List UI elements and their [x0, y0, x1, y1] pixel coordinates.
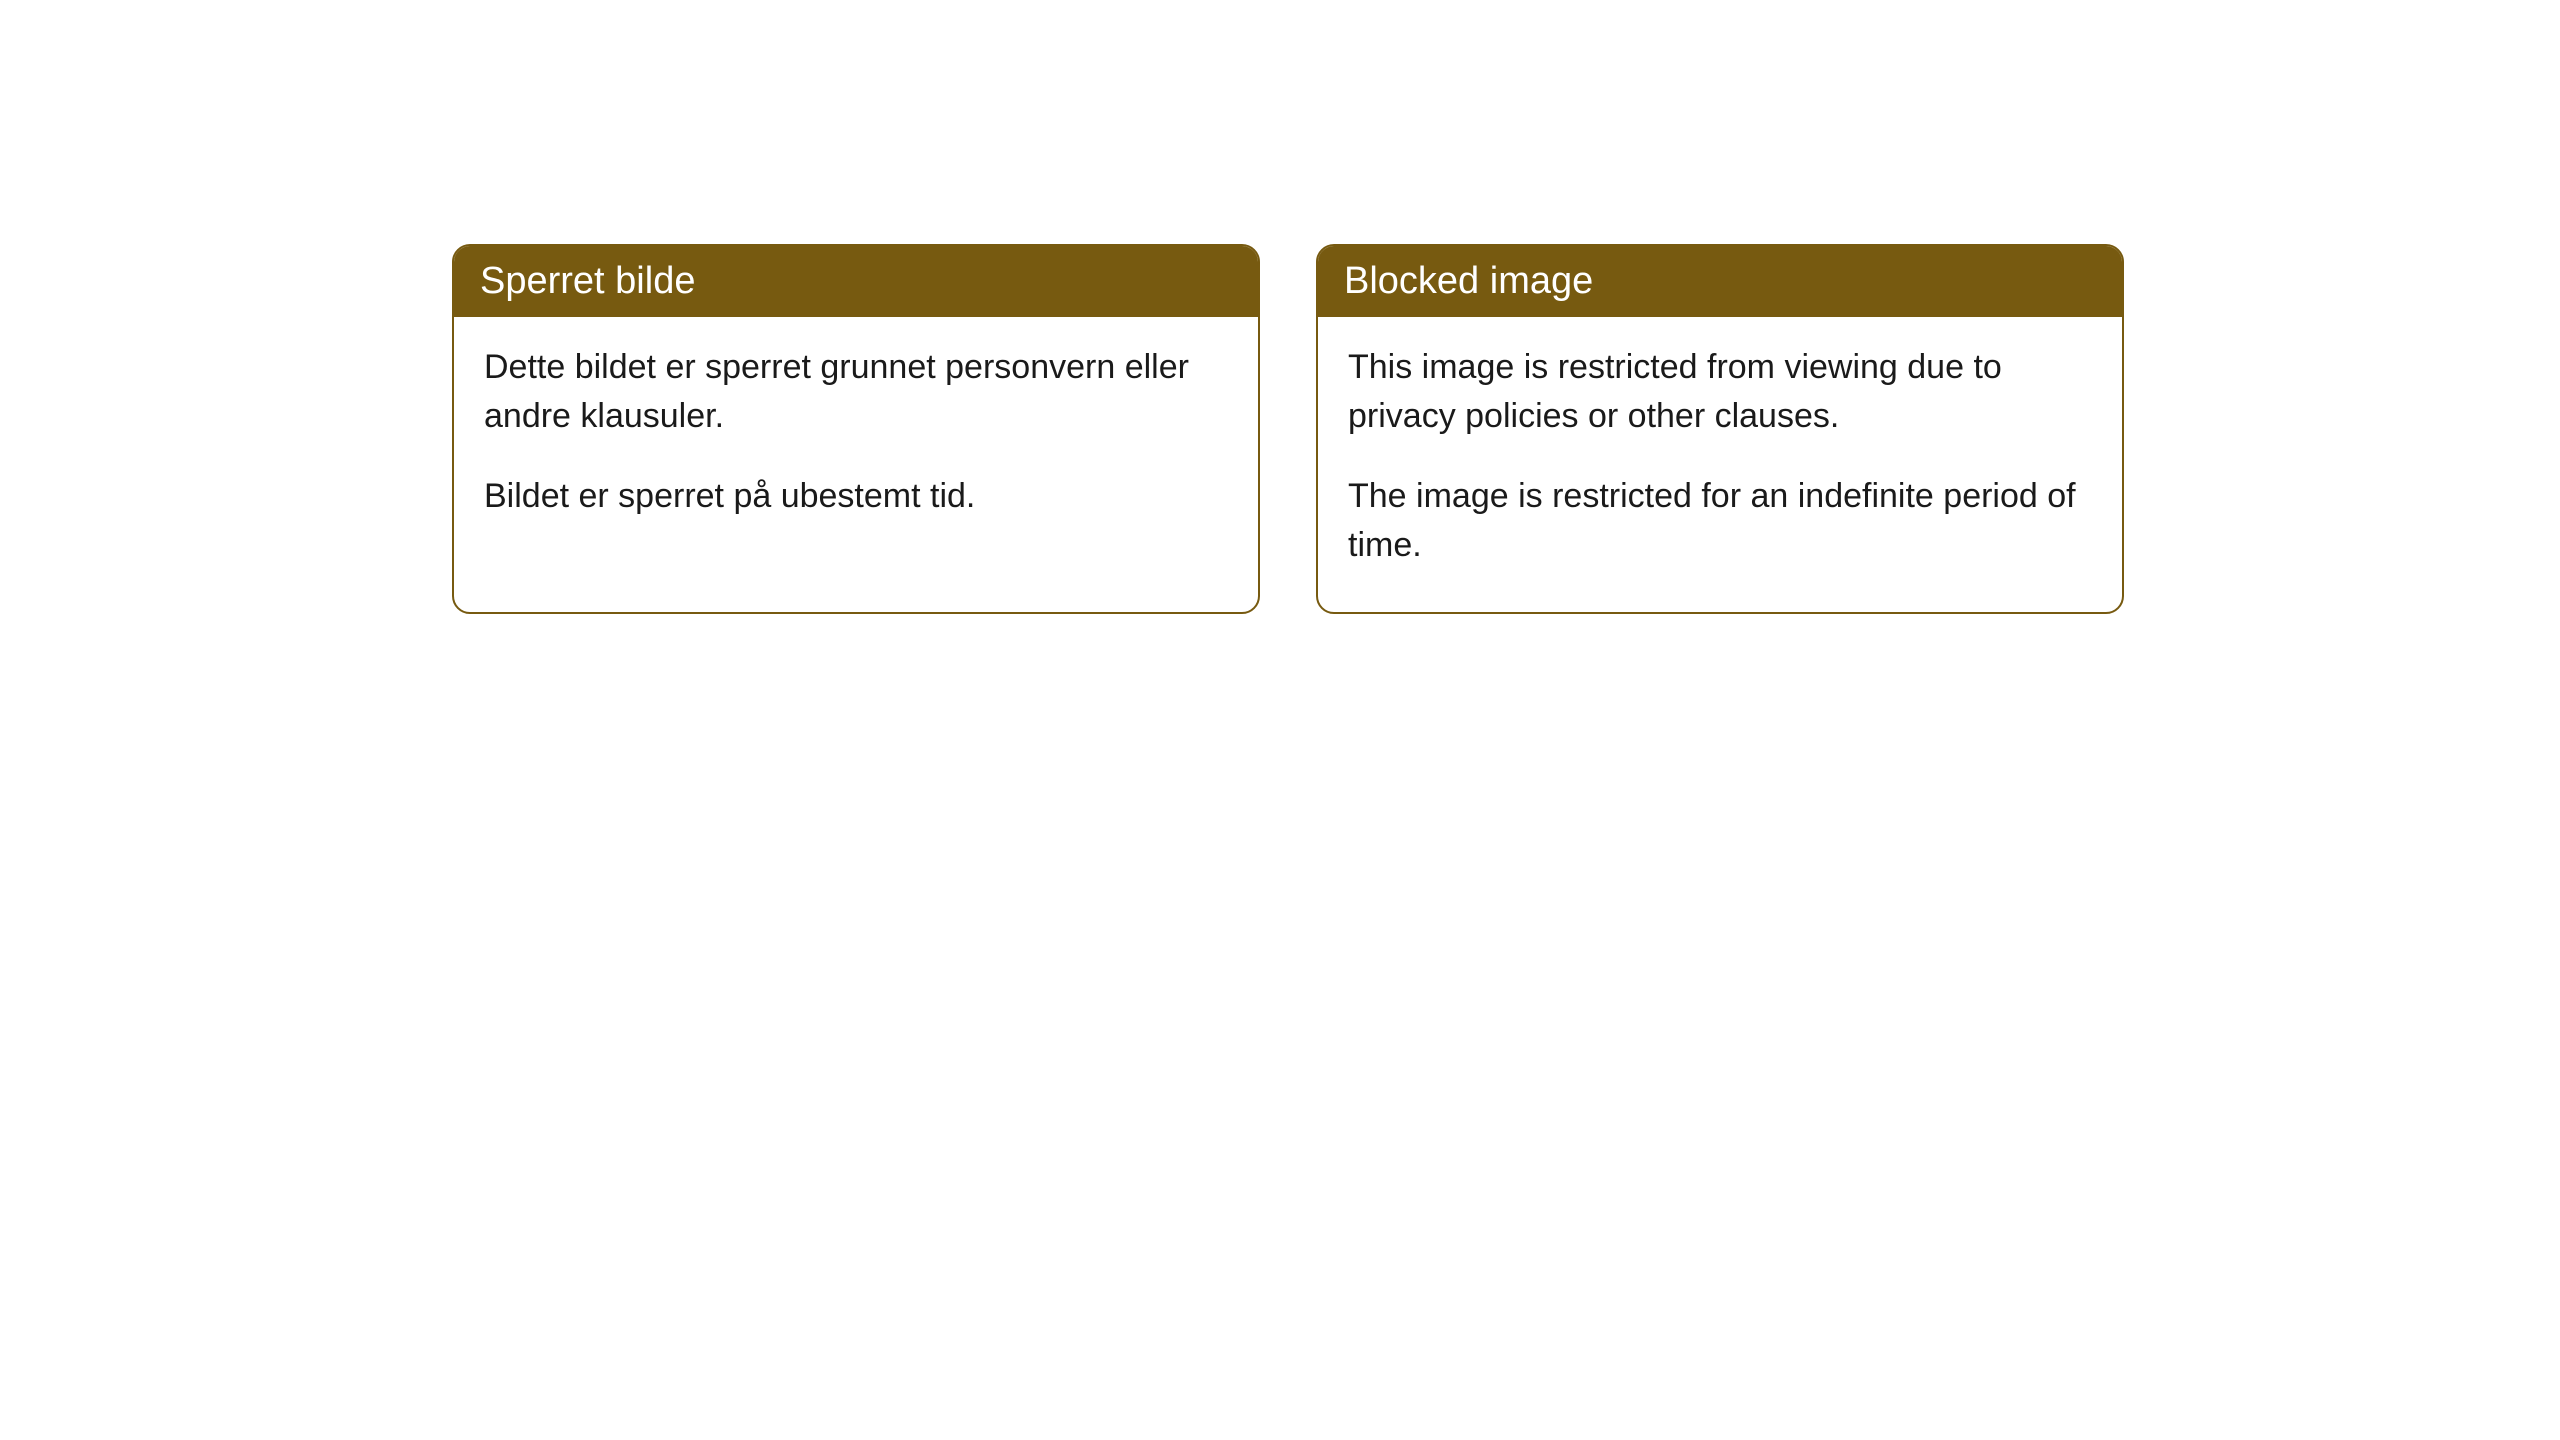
card-body-english: This image is restricted from viewing du…	[1318, 317, 2122, 612]
card-paragraph-norwegian-2: Bildet er sperret på ubestemt tid.	[484, 472, 1228, 521]
card-paragraph-english-1: This image is restricted from viewing du…	[1348, 343, 2092, 442]
card-title-norwegian: Sperret bilde	[480, 260, 695, 302]
card-body-norwegian: Dette bildet er sperret grunnet personve…	[454, 317, 1258, 563]
card-paragraph-english-2: The image is restricted for an indefinit…	[1348, 472, 2092, 571]
notice-cards-container: Sperret bilde Dette bildet er sperret gr…	[452, 244, 2124, 614]
notice-card-english: Blocked image This image is restricted f…	[1316, 244, 2124, 614]
notice-card-norwegian: Sperret bilde Dette bildet er sperret gr…	[452, 244, 1260, 614]
card-header-english: Blocked image	[1318, 246, 2122, 317]
card-header-norwegian: Sperret bilde	[454, 246, 1258, 317]
card-title-english: Blocked image	[1344, 260, 1593, 302]
card-paragraph-norwegian-1: Dette bildet er sperret grunnet personve…	[484, 343, 1228, 442]
